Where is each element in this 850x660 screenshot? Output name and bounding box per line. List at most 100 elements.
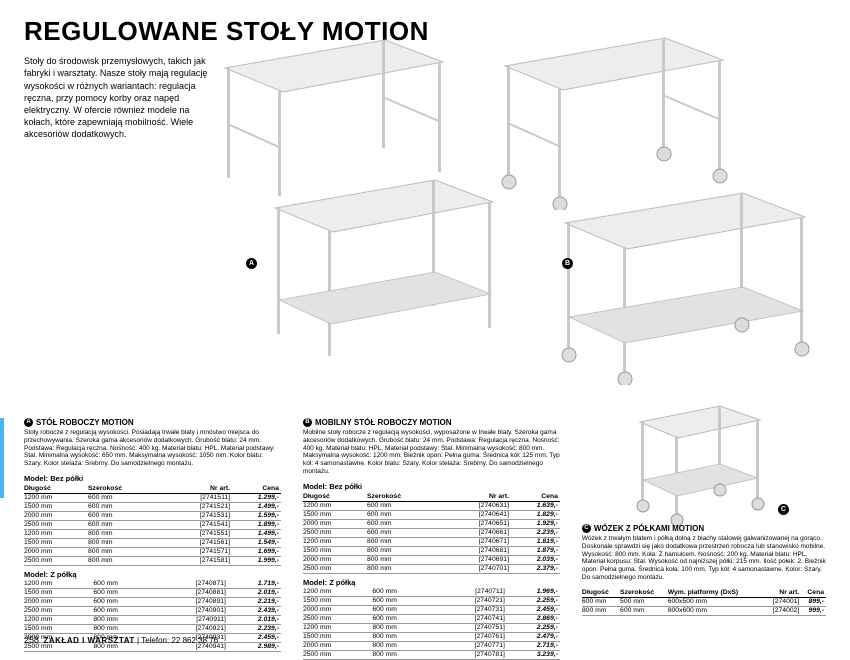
- table-cell: 1.499,-: [232, 529, 281, 538]
- table-cell: 600 mm: [620, 606, 668, 615]
- table-cell: 1200 mm: [303, 501, 367, 510]
- table-row: 1200 mm600 mm[2740871]1.719,-: [24, 580, 281, 589]
- th-wym: Wym. platformy (DxS): [668, 588, 764, 598]
- table-cell: [2740761]: [433, 632, 507, 641]
- table-cell: 500 mm: [620, 597, 668, 606]
- table-cell: [2741551]: [164, 529, 232, 538]
- table-cell: [2740741]: [433, 614, 507, 623]
- table-cell: 1500 mm: [24, 624, 93, 633]
- table-cell: 1200 mm: [303, 588, 372, 597]
- table-cell: [2740701]: [443, 564, 511, 573]
- table-cell: 2500 mm: [303, 650, 372, 659]
- table-cell: 600 mm: [372, 588, 433, 597]
- table-row: 2500 mm800 mm[2740781]3.239,-: [303, 650, 560, 659]
- table-cell: 1.719,-: [228, 580, 281, 589]
- table-cell: [2740731]: [433, 605, 507, 614]
- table-cell: 1500 mm: [303, 546, 367, 555]
- table-cell: 800 mm: [372, 650, 433, 659]
- section-a-desc: Stoły robocze z regulacją wysokości. Pos…: [24, 429, 281, 468]
- table-cell: 2.019,-: [228, 615, 281, 624]
- table-cell: [2740921]: [154, 624, 228, 633]
- table-cell: [2741561]: [164, 538, 232, 547]
- table-cell: 2.259,-: [507, 623, 560, 632]
- th-nrart: Nr art.: [443, 492, 511, 502]
- table-cell: [2740891]: [154, 597, 228, 606]
- section-b-table1: Długość Szerokość Nr art. Cena 1200 mm60…: [303, 492, 560, 574]
- th-nrart: Nr art.: [764, 588, 802, 598]
- table-cell: [2740651]: [443, 519, 511, 528]
- table-cell: 1.549,-: [232, 538, 281, 547]
- table-cell: [2740691]: [443, 555, 511, 564]
- table-cell: [2740681]: [443, 546, 511, 555]
- section-c-desc: Wózek z trwałym blatem i półką dolną z b…: [582, 535, 826, 582]
- table-row: 2000 mm600 mm[2741531]1.599,-: [24, 511, 281, 520]
- table-cell: 600 mm: [372, 605, 433, 614]
- table-cell: 2.019,-: [228, 588, 281, 597]
- table-cell: 600 mm: [93, 588, 154, 597]
- table-cell: 600 mm: [93, 597, 154, 606]
- th-cena: Cena: [801, 588, 826, 598]
- table-cell: 600 mm: [88, 511, 164, 520]
- section-b-model1-label: Model: Bez półki: [303, 482, 560, 491]
- table-cell: [2740711]: [433, 588, 507, 597]
- table-cell: 800 mm: [367, 537, 443, 546]
- table-row: 1500 mm600 mm[2741521]1.499,-: [24, 502, 281, 511]
- table-cell: 600 mm: [367, 519, 443, 528]
- table-cell: 999,-: [801, 606, 826, 615]
- table-cell: 1.639,-: [511, 501, 560, 510]
- table-cell: 2.439,-: [228, 606, 281, 615]
- bullet-c: C: [582, 524, 591, 533]
- table-cell: 600 mm: [367, 501, 443, 510]
- table-cell: 1.899,-: [232, 520, 281, 529]
- section-b-heading: B MOBILNY STÓŁ ROBOCZY MOTION: [303, 418, 560, 427]
- th-dlugosc: Długość: [303, 492, 367, 502]
- table-cell: 2500 mm: [303, 528, 367, 537]
- table-row: 2500 mm600 mm[2740901]2.439,-: [24, 606, 281, 615]
- table-cell: 1.699,-: [232, 547, 281, 556]
- table-row: 1200 mm600 mm[2741511]1.299,-: [24, 493, 281, 502]
- table-cell: 1.599,-: [232, 511, 281, 520]
- footer-section: ZAKŁAD I WARSZTAT: [43, 636, 134, 645]
- table-cell: [2740721]: [433, 596, 507, 605]
- table-cell: [2740751]: [433, 623, 507, 632]
- th-szerokosc: Szerokość: [367, 492, 443, 502]
- table-cell: 2.039,-: [511, 555, 560, 564]
- table-cell: 1200 mm: [303, 537, 367, 546]
- table-cell: 1.999,-: [232, 556, 281, 565]
- table-cell: 600x500 mm: [668, 597, 764, 606]
- table-cell: 2.479,-: [507, 632, 560, 641]
- table-cell: 600 mm: [93, 580, 154, 589]
- table-cell: 1500 mm: [303, 596, 372, 605]
- table-cell: 2.239,-: [511, 528, 560, 537]
- table-row: 800 mm600 mm800x600 mm[274002]999,-: [582, 606, 826, 615]
- table-cell: [274001]: [764, 597, 802, 606]
- table-cell: 600 mm: [93, 606, 154, 615]
- table-cell: [2740871]: [154, 580, 228, 589]
- table-cell: 1500 mm: [24, 588, 93, 597]
- table-cell: 600 mm: [88, 493, 164, 502]
- th-dlugosc: Długość: [24, 484, 88, 494]
- table-cell: 1200 mm: [303, 623, 372, 632]
- table-cell: 1500 mm: [303, 632, 372, 641]
- table-cell: [2740881]: [154, 588, 228, 597]
- table-cell: 600 mm: [367, 528, 443, 537]
- table-cell: 2000 mm: [303, 555, 367, 564]
- table-row: 1500 mm600 mm[2740881]2.019,-: [24, 588, 281, 597]
- table-cell: 800 mm: [372, 623, 433, 632]
- table-row: 1200 mm600 mm[2740631]1.639,-: [303, 501, 560, 510]
- section-b: B MOBILNY STÓŁ ROBOCZY MOTION Mobilne st…: [303, 418, 560, 660]
- section-a-heading: A STÓŁ ROBOCZY MOTION: [24, 418, 281, 427]
- table-cell: [2740901]: [154, 606, 228, 615]
- table-cell: [2740661]: [443, 528, 511, 537]
- table-cell: [2741511]: [164, 493, 232, 502]
- table-cell: [2740641]: [443, 510, 511, 519]
- bullet-a: A: [24, 418, 33, 427]
- section-b-model2-label: Model: Z półką: [303, 578, 560, 587]
- table-cell: 2.219,-: [228, 597, 281, 606]
- footer-phone-label: Telefon:: [141, 636, 169, 645]
- table-cell: 2500 mm: [24, 606, 93, 615]
- table-row: 2500 mm600 mm[2740741]2.869,-: [303, 614, 560, 623]
- table-row: 1500 mm800 mm[2740921]2.239,-: [24, 624, 281, 633]
- section-a-table1: Długość Szerokość Nr art. Cena 1200 mm60…: [24, 484, 281, 566]
- table-row: 600 mm500 mm600x500 mm[274001]899,-: [582, 597, 826, 606]
